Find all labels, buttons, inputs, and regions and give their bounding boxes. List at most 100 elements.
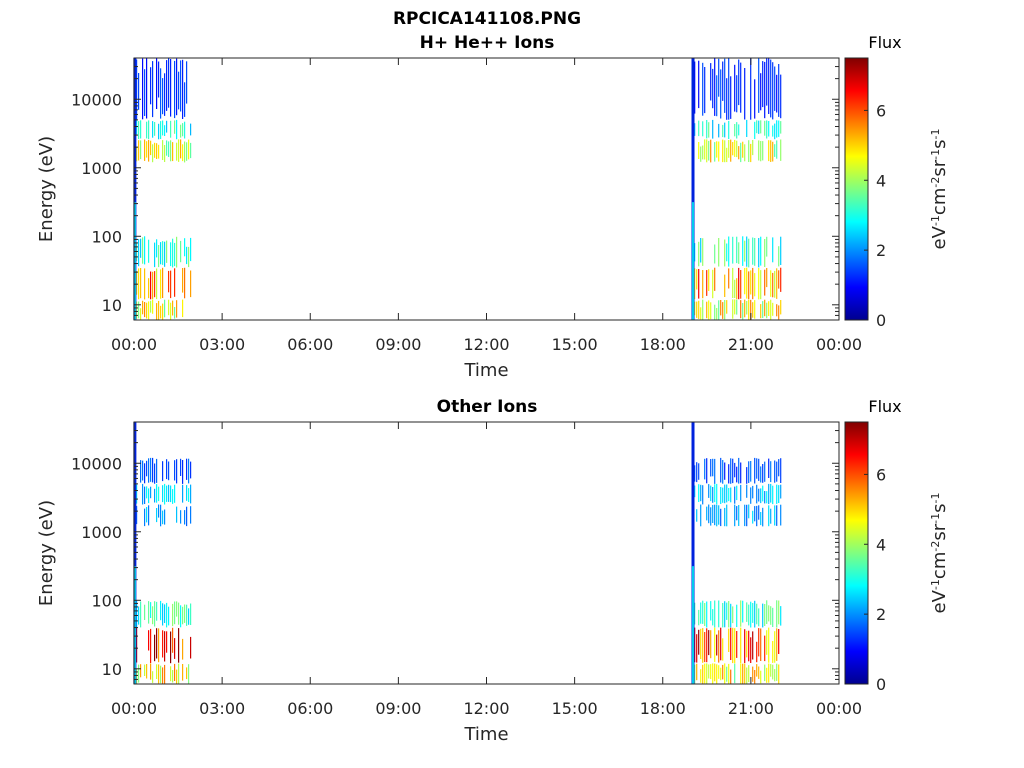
flux-bin [162, 461, 164, 482]
flux-bin [718, 238, 720, 267]
x-axis-label: Time [463, 724, 508, 745]
flux-bin [736, 122, 738, 139]
flux-bin [154, 142, 156, 158]
flux-bin [148, 458, 150, 483]
flux-bin [170, 140, 172, 162]
flux-bin [190, 636, 192, 659]
flux-bin [726, 300, 728, 314]
flux-bin [180, 510, 182, 524]
flux-bin [712, 663, 714, 684]
flux-bin [738, 267, 740, 300]
flux-bin [770, 461, 772, 483]
flux-bin [166, 120, 168, 133]
flux-bin [700, 504, 702, 527]
flux-bin [728, 601, 730, 628]
flux-bin [780, 300, 782, 315]
flux-bin [176, 142, 178, 161]
flux-bin [748, 630, 750, 662]
flux-bin [716, 634, 718, 656]
flux-bin [746, 484, 748, 498]
flux-bin [148, 488, 150, 504]
flux-bin [136, 301, 138, 319]
flux-bin [182, 664, 184, 681]
flux-bin [758, 458, 760, 481]
flux-bin [170, 666, 172, 682]
flux-bin [772, 62, 774, 120]
colorbar-title: Flux [868, 33, 901, 52]
flux-bin [774, 460, 776, 483]
flux-bin [730, 603, 732, 628]
flux-bin [156, 664, 158, 679]
flux-bin [746, 267, 748, 299]
flux-bin [740, 600, 742, 627]
flux-bin [186, 61, 188, 104]
flux-bin [182, 638, 184, 660]
flux-bin [744, 299, 746, 318]
flux-bin [764, 299, 766, 317]
flux-bin [736, 236, 738, 264]
flux-bin [148, 601, 150, 624]
flux-bin [760, 304, 762, 319]
flux-bin [150, 67, 152, 105]
flux-bin [172, 670, 174, 683]
flux-bin [768, 483, 770, 505]
flux-bin [720, 487, 722, 504]
flux-bin [752, 237, 754, 265]
flux-bin [724, 274, 726, 297]
flux-bin [726, 484, 728, 503]
flux-bin [720, 667, 722, 681]
flux-bin [186, 246, 188, 265]
flux-bin [762, 61, 764, 108]
flux-bin [746, 504, 748, 527]
flux-bin [742, 236, 744, 266]
y-tick-label: 1000 [81, 523, 122, 542]
flux-bin [184, 141, 186, 163]
flux-bin [770, 483, 772, 503]
flux-bin [186, 506, 188, 527]
flux-bin [758, 608, 760, 627]
flux-bin [182, 123, 184, 137]
flux-bin [734, 299, 736, 315]
flux-bin [166, 485, 168, 502]
flux-bin [754, 506, 756, 522]
flux-bin [184, 510, 186, 525]
x-tick-label: 00:00 [111, 699, 157, 718]
flux-bin [774, 505, 776, 526]
flux-bin [144, 302, 146, 318]
flux-bin [736, 466, 738, 483]
flux-bin [708, 630, 710, 656]
flux-bin [136, 271, 138, 295]
flux-bin [734, 279, 736, 298]
flux-bin [150, 140, 152, 156]
flux-bin [158, 486, 160, 502]
flux-bin [178, 602, 180, 625]
flux-bin [178, 71, 180, 110]
flux-bin [768, 58, 770, 114]
flux-bin [772, 141, 774, 162]
flux-bin [750, 143, 752, 163]
flux-bin [778, 485, 780, 503]
flux-bin [190, 123, 192, 136]
flux-bin [718, 141, 720, 162]
flux-bin [752, 631, 754, 660]
flux-bin [702, 238, 704, 266]
flux-bin [176, 300, 178, 318]
flux-bin [736, 278, 738, 300]
flux-bin [136, 600, 138, 628]
flux-bin [146, 486, 148, 499]
flux-bin [714, 458, 716, 484]
flux-bin [712, 609, 714, 626]
flux-bin [706, 601, 708, 628]
flux-bin [774, 669, 776, 682]
flux-bin [760, 141, 762, 162]
flux-bin [778, 600, 780, 625]
x-axis-label: Time [463, 360, 508, 381]
flux-bin [694, 123, 696, 136]
y-tick-label: 10 [102, 296, 122, 315]
flux-bin [750, 299, 752, 320]
unit-part: s [929, 504, 950, 513]
flux-bin [144, 236, 146, 265]
flux-bin [718, 600, 720, 628]
flux-bin [694, 268, 696, 300]
